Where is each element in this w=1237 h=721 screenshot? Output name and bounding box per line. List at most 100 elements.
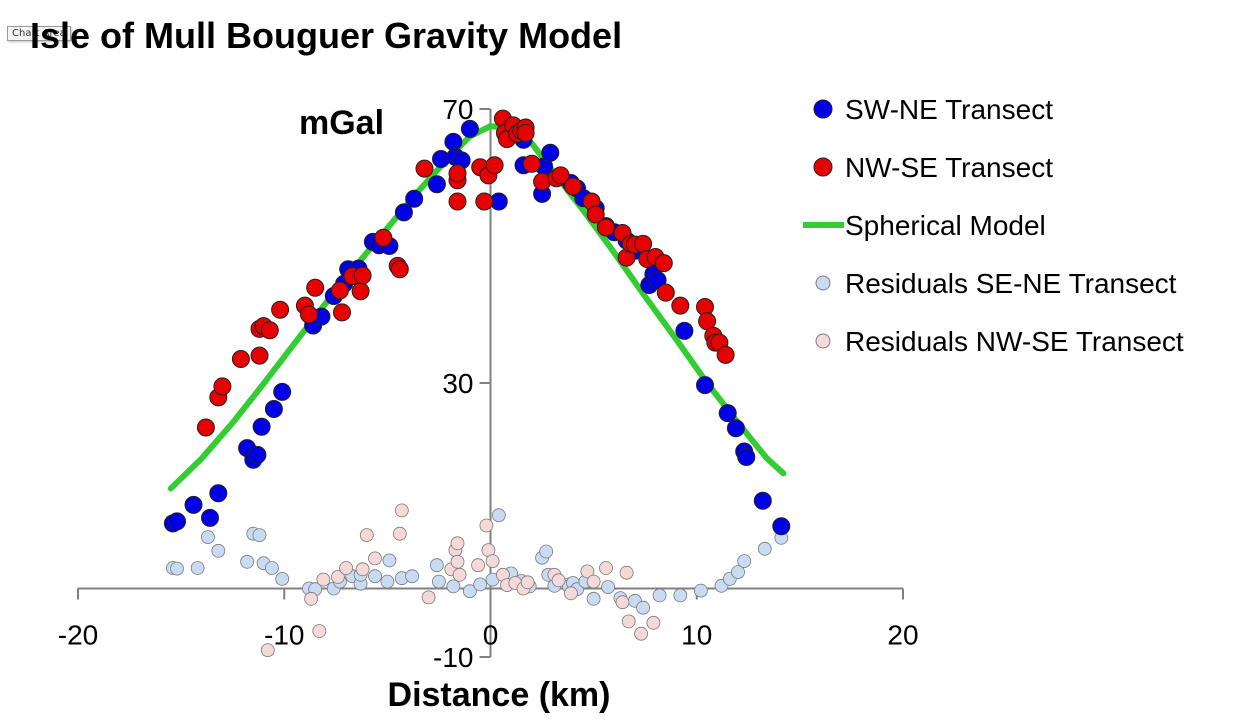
transect-point (541, 143, 560, 162)
residual-point (737, 554, 752, 568)
legend-label: Spherical Model (845, 210, 1046, 241)
transect-point (444, 132, 463, 151)
transect-point (460, 119, 479, 138)
residual-point (462, 584, 477, 599)
transect-point (516, 124, 535, 142)
residual-point (615, 595, 630, 610)
plot-area (163, 109, 791, 657)
transect-point (333, 303, 351, 322)
residual-point (394, 503, 409, 518)
residual-point (240, 554, 255, 569)
transect-point (300, 305, 318, 324)
x-tick-label: 10 (681, 620, 712, 651)
legend: SW-NE Transect NW-SE Transect Spherical Mo… (803, 94, 1184, 357)
y-tick-label: 70 (442, 94, 473, 125)
transect-point (260, 321, 279, 340)
transect-point (168, 512, 186, 531)
transect-point (671, 296, 690, 315)
transect-point (201, 508, 219, 527)
residual-point (673, 588, 688, 603)
residual-point (392, 526, 407, 541)
residual-point (382, 553, 397, 568)
legend-label: SW-NE Transect (845, 94, 1053, 125)
residual-point (339, 561, 354, 575)
y-axis-label: mGal (299, 104, 384, 142)
transect-point (654, 254, 673, 273)
transect-point (726, 419, 745, 438)
residual-point (564, 586, 578, 601)
y-tick-label: 30 (442, 368, 473, 399)
residual-point (551, 573, 566, 588)
residual-point (330, 570, 345, 584)
transect-point (675, 321, 694, 340)
transect-point (394, 203, 413, 222)
residual-point (473, 577, 488, 592)
residual-point (355, 562, 370, 577)
transect-point (696, 376, 714, 395)
residual-point (520, 575, 535, 590)
transect-point (248, 445, 267, 464)
y-tick-label: -10 (433, 642, 473, 673)
legend-label: NW-SE Transect (845, 152, 1053, 183)
residual-point (694, 583, 708, 598)
residual-point (304, 591, 319, 606)
residual-point (260, 643, 275, 657)
transect-point (184, 495, 203, 514)
residual-point (431, 574, 446, 589)
transect-point (586, 205, 605, 224)
transect-point (564, 177, 582, 196)
residual-point (621, 614, 636, 629)
transect-point (264, 400, 283, 418)
residual-point (446, 579, 461, 594)
transect-point (597, 218, 615, 237)
residual-point (368, 551, 382, 566)
transect-point (656, 283, 675, 302)
transect-point (716, 345, 735, 364)
residual-point (731, 565, 745, 579)
x-axis-label: Distance (km) (388, 676, 611, 714)
x-tick-label: -20 (58, 620, 98, 651)
residual-point (646, 615, 661, 630)
residual-point (312, 624, 327, 638)
x-tick-label: 20 (887, 620, 918, 651)
transect-point (427, 175, 446, 194)
transect-point (753, 491, 772, 510)
residual-point (634, 626, 648, 641)
residual-point (450, 536, 465, 551)
transect-point (485, 156, 504, 175)
transect-point (551, 166, 570, 185)
residual-point (170, 561, 184, 576)
residual-point (359, 528, 374, 542)
residual-point (479, 518, 494, 533)
chart-area-tooltip: Chart Area (7, 26, 71, 41)
residual-point (652, 588, 667, 603)
transect-point (390, 260, 409, 279)
transect-point (353, 266, 372, 285)
transect-point (475, 192, 494, 211)
transect-point (448, 192, 467, 211)
residual-point (757, 541, 772, 556)
residual-point (429, 558, 444, 573)
residual-point (539, 544, 554, 559)
transect-point (718, 404, 737, 423)
residual-point (190, 561, 205, 575)
transect-point (213, 377, 232, 396)
transect-point (330, 281, 349, 300)
x-tick-label: 0 (483, 620, 499, 651)
residual-point (636, 600, 650, 615)
transect-point (231, 350, 250, 368)
transect-point (196, 418, 215, 437)
transect-point (772, 517, 791, 536)
legend-marker (815, 333, 831, 349)
residual-point (485, 554, 500, 568)
transect-point (351, 282, 370, 301)
residual-point (586, 591, 601, 606)
residual-point (619, 565, 634, 580)
residual-point (452, 567, 467, 582)
residual-point (586, 574, 601, 589)
transect-point (252, 417, 271, 436)
residual-point (450, 554, 465, 569)
transect-point (250, 346, 269, 365)
spherical-model-line (167, 123, 787, 492)
